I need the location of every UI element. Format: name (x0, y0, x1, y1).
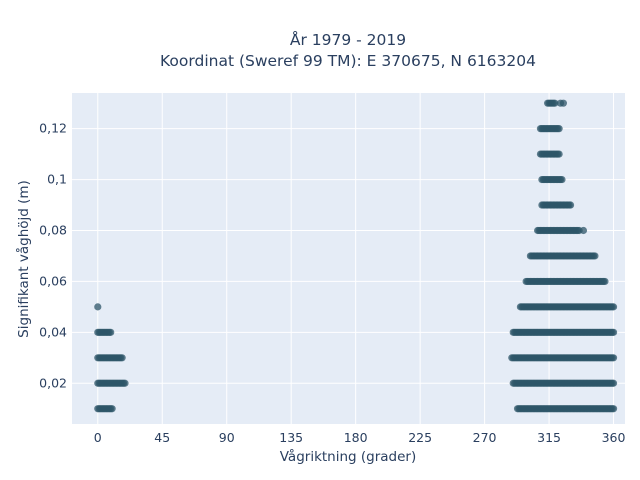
x-tick-label: 180 (344, 430, 368, 445)
x-tick-label: 45 (154, 430, 170, 445)
y-tick-label: 0,1 (47, 172, 67, 187)
x-tick-label: 270 (473, 430, 497, 445)
data-point (566, 201, 575, 209)
x-tick-label: 90 (219, 430, 235, 445)
data-point (609, 354, 618, 362)
data-point (555, 125, 563, 133)
x-axis-ticks: 0 45 90 135 180 225 270 315 360 (94, 430, 626, 445)
x-tick-label: 225 (408, 430, 432, 445)
x-tick-label: 0 (94, 430, 102, 445)
x-axis-label: Vågriktning (grader) (280, 448, 417, 465)
data-point (601, 277, 609, 286)
y-tick-label: 0,08 (39, 222, 67, 237)
y-axis-label: Signifikant våghöjd (m) (15, 180, 32, 338)
data-point (556, 99, 565, 107)
data-point (94, 303, 102, 311)
data-point (121, 379, 129, 387)
data-point (108, 405, 116, 413)
data-points (94, 99, 618, 413)
x-tick-label: 135 (279, 430, 303, 445)
data-point (118, 354, 126, 362)
y-tick-label: 0,04 (39, 324, 67, 339)
chart-title-line1: År 1979 - 2019 (290, 30, 406, 49)
y-axis-ticks: 0,02 0,04 0,06 0,08 0,1 0,12 (39, 121, 67, 391)
data-point (609, 379, 618, 387)
x-tick-label: 315 (537, 430, 561, 445)
data-point (579, 226, 588, 235)
data-point (107, 328, 115, 336)
y-tick-label: 0,06 (39, 273, 67, 288)
chart-title-line2: Koordinat (Sweref 99 TM): E 370675, N 61… (160, 52, 536, 70)
x-tick-label: 360 (602, 430, 626, 445)
data-point (551, 99, 559, 107)
y-tick-label: 0,02 (39, 375, 67, 390)
data-point (609, 303, 618, 311)
data-point (609, 405, 618, 413)
data-point (555, 150, 563, 158)
y-tick-label: 0,12 (39, 121, 67, 136)
data-point (558, 175, 566, 184)
data-point (591, 252, 599, 260)
data-point (609, 328, 618, 336)
